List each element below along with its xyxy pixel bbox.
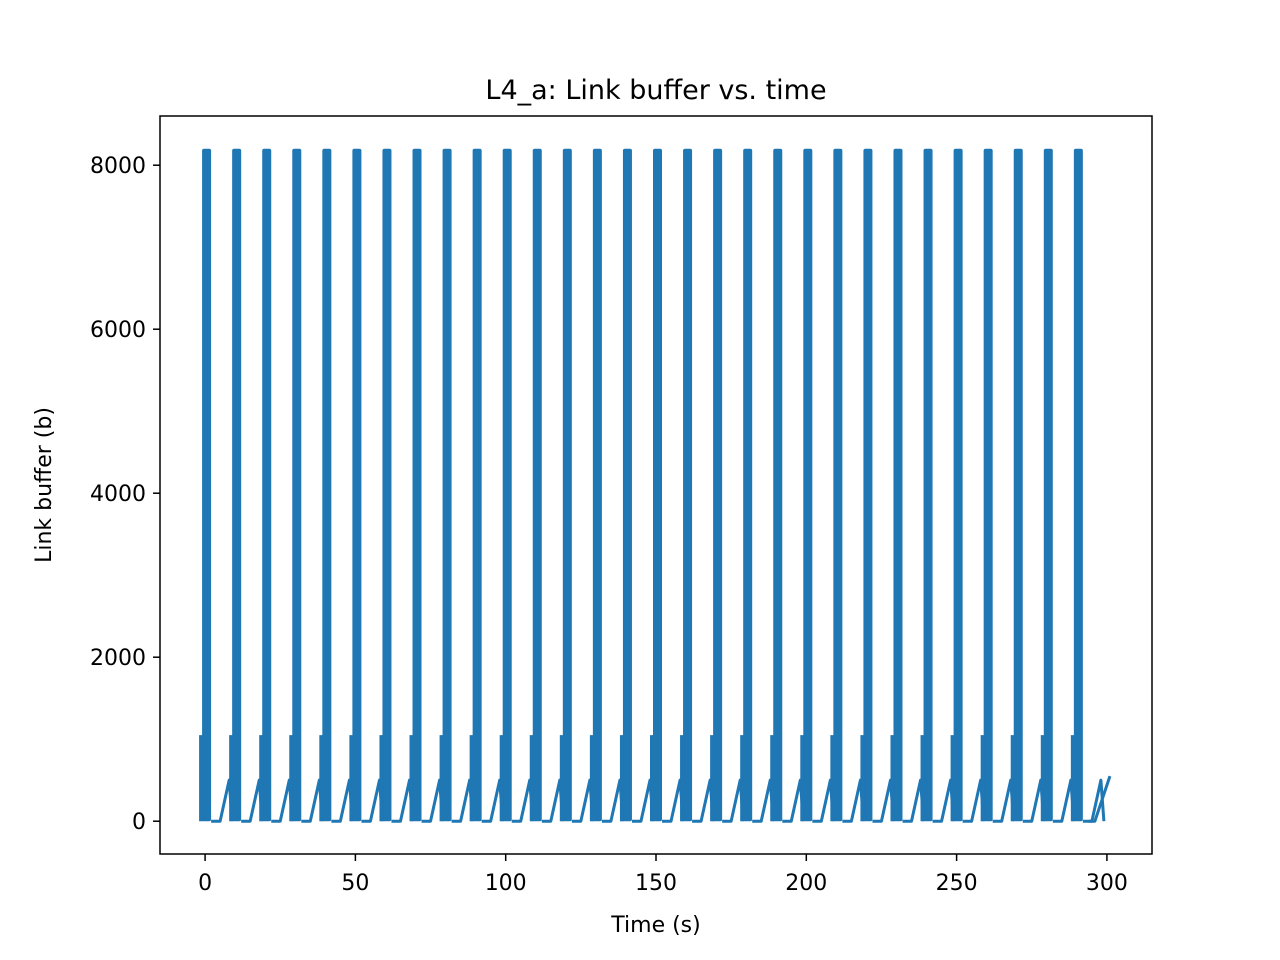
burst-block: [622, 148, 632, 822]
x-tick-label: 150: [635, 871, 677, 896]
burst-block: [803, 148, 813, 822]
burst-block: [1043, 148, 1053, 822]
cycle-18: [710, 148, 745, 823]
burst-block: [202, 148, 212, 822]
burst-block: [923, 148, 933, 822]
burst-block: [833, 148, 843, 822]
x-tick-label: 250: [936, 871, 978, 896]
x-tick-label: 300: [1086, 871, 1128, 896]
x-tick-label: 200: [785, 871, 827, 896]
burst-block: [713, 148, 723, 822]
burst-block: [562, 148, 572, 822]
burst-block: [953, 148, 963, 822]
x-tick-label: 0: [198, 871, 212, 896]
burst-block: [502, 148, 512, 822]
cycle-12: [529, 148, 565, 823]
cycle-19: [740, 148, 775, 823]
plot-area: [199, 148, 1112, 823]
cycle-28: [1010, 148, 1046, 823]
chart-title: L4_a: Link buffer vs. time: [485, 75, 826, 106]
cycle-9: [439, 148, 475, 823]
cycle-8: [409, 148, 445, 823]
cycle-16: [649, 148, 685, 823]
burst-block: [1073, 148, 1083, 822]
y-tick-label: 2000: [90, 646, 146, 671]
burst-block: [442, 148, 452, 822]
burst-block: [232, 148, 242, 822]
y-tick-label: 4000: [90, 482, 146, 507]
tail-line: [1088, 775, 1112, 823]
x-tick-label: 50: [341, 871, 369, 896]
cycle-2: [229, 148, 264, 823]
burst-block: [893, 148, 903, 822]
cycle-30: [1070, 148, 1106, 823]
y-axis: 0 2000 4000 6000 8000: [90, 154, 160, 835]
burst-block: [322, 148, 332, 822]
cycle-24: [890, 148, 926, 823]
burst-block: [683, 148, 693, 822]
burst-block: [412, 148, 422, 822]
cycle-27: [980, 148, 1016, 823]
burst-block: [1013, 148, 1023, 822]
burst-block: [983, 148, 993, 822]
burst-block: [292, 148, 302, 822]
burst-block: [743, 148, 753, 822]
cycle-22: [830, 148, 865, 823]
cycle-3: [259, 148, 294, 823]
cycle-15: [619, 148, 655, 823]
x-axis-label: Time (s): [610, 913, 700, 938]
burst-block: [532, 148, 542, 822]
y-axis-label: Link buffer (b): [32, 407, 57, 563]
y-tick-label: 8000: [90, 154, 146, 179]
burst-block: [773, 148, 783, 822]
x-tick-label: 100: [485, 871, 527, 896]
cycle-25: [920, 148, 956, 823]
x-axis: 0 50 100 150 200 250 300: [198, 854, 1128, 896]
y-tick-label: 0: [132, 810, 146, 835]
burst-block: [472, 148, 482, 822]
burst-block: [382, 148, 392, 822]
burst-block: [592, 148, 602, 822]
cycle-4: [289, 148, 324, 823]
cycle-17: [680, 148, 715, 823]
burst-block: [652, 148, 663, 822]
burst-block: [352, 148, 362, 822]
y-tick-label: 6000: [90, 318, 146, 343]
burst-block: [863, 148, 873, 822]
cycle-1: [199, 148, 234, 823]
burst-block: [262, 148, 272, 822]
cycle-7: [379, 148, 415, 823]
